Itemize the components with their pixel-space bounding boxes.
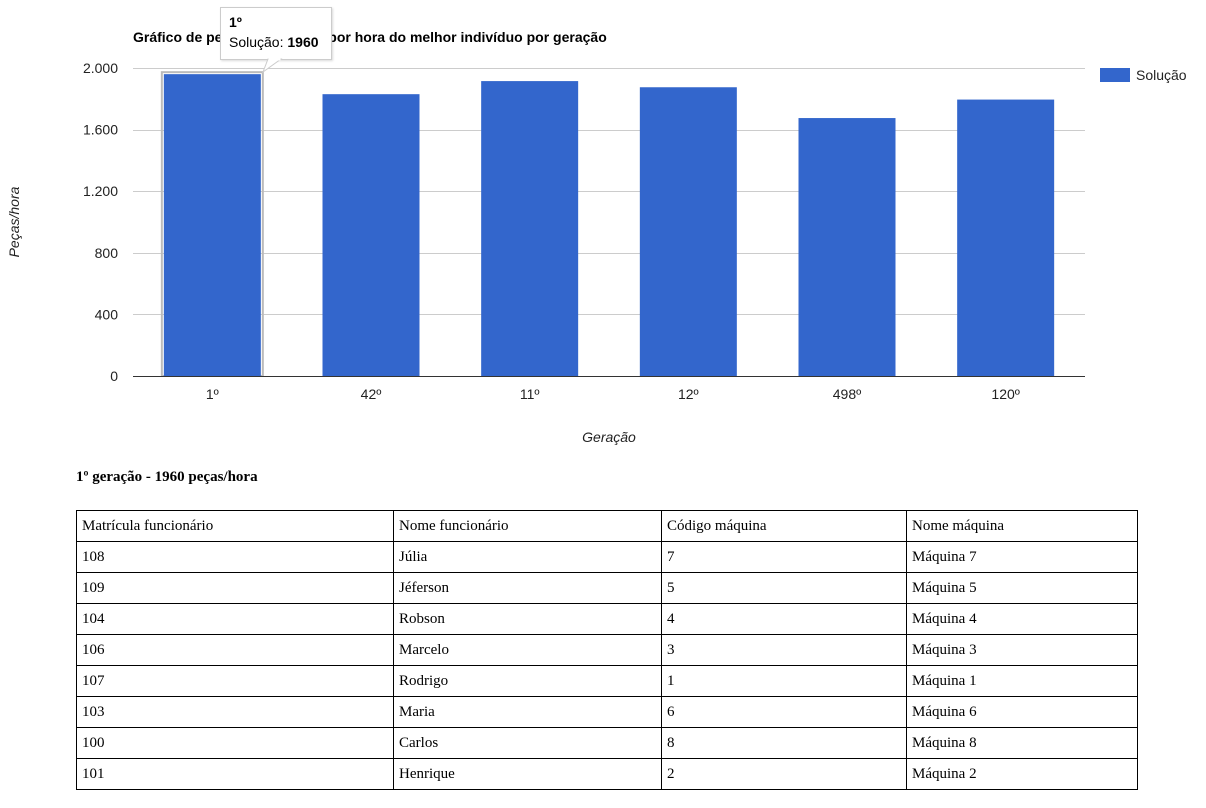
column-header-machine-name: Nome máquina bbox=[906, 510, 1138, 542]
x-tick-label: 120º bbox=[991, 386, 1019, 402]
cell-machine-name: Máquina 6 bbox=[906, 696, 1138, 728]
cell-machine-name: Máquina 7 bbox=[906, 541, 1138, 573]
x-axis-ticks: 1º 42º 11º 12º 498º 120º bbox=[206, 386, 1020, 402]
bar[interactable] bbox=[481, 81, 579, 376]
legend-label: Solução bbox=[1136, 67, 1187, 83]
x-tick-label: 1º bbox=[206, 386, 219, 402]
chart-title: Gráfico de peças produzidas por hora do … bbox=[133, 29, 607, 45]
cell-employee-name: Henrique bbox=[393, 758, 662, 790]
cell-machine-code: 2 bbox=[661, 758, 907, 790]
cell-machine-name: Máquina 1 bbox=[906, 665, 1138, 697]
bars bbox=[160, 71, 1055, 377]
chart-container: 0 400 800 1.200 1.600 2.000 1º 42º 11º 12º 498º 12… bbox=[6, 29, 1187, 445]
column-header-machine-code: Código máquina bbox=[661, 510, 907, 542]
cell-employee-id: 101 bbox=[76, 758, 394, 790]
table-row: 100 Carlos 8 Máquina 8 bbox=[76, 727, 1138, 759]
x-tick-label: 12º bbox=[678, 386, 699, 402]
cell-employee-name: Jéferson bbox=[393, 572, 662, 604]
y-tick-label: 400 bbox=[95, 306, 119, 322]
cell-machine-code: 8 bbox=[661, 727, 907, 759]
chart-tooltip: 1º Solução: 1960 bbox=[220, 7, 332, 60]
y-tick-label: 2.000 bbox=[83, 60, 118, 76]
cell-employee-name: Marcelo bbox=[393, 634, 662, 666]
table-row: 104 Robson 4 Máquina 4 bbox=[76, 603, 1138, 635]
table-row: 101 Henrique 2 Máquina 2 bbox=[76, 758, 1138, 790]
cell-machine-code: 3 bbox=[661, 634, 907, 666]
column-header-employee-name: Nome funcionário bbox=[393, 510, 662, 542]
tooltip-series-label: Solução: bbox=[229, 34, 284, 50]
y-axis-title: Peças/hora bbox=[6, 186, 22, 257]
cell-machine-code: 1 bbox=[661, 665, 907, 697]
allocation-table: Matrícula funcionário Nome funcionário C… bbox=[76, 510, 1138, 790]
bar-chart: 0 400 800 1.200 1.600 2.000 1º 42º 11º 12º 498º 12… bbox=[6, 29, 1187, 445]
bar[interactable] bbox=[163, 74, 261, 376]
cell-machine-name: Máquina 5 bbox=[906, 572, 1138, 604]
tooltip-title: 1º bbox=[229, 14, 242, 30]
bar[interactable] bbox=[639, 87, 737, 376]
x-tick-label: 498º bbox=[833, 386, 861, 402]
cell-employee-id: 107 bbox=[76, 665, 394, 697]
cell-machine-name: Máquina 3 bbox=[906, 634, 1138, 666]
cell-machine-code: 6 bbox=[661, 696, 907, 728]
cell-machine-code: 4 bbox=[661, 603, 907, 635]
cell-employee-name: Júlia bbox=[393, 541, 662, 573]
cell-employee-id: 106 bbox=[76, 634, 394, 666]
cell-employee-name: Robson bbox=[393, 603, 662, 635]
bar[interactable] bbox=[957, 99, 1055, 376]
tooltip-value: 1960 bbox=[287, 34, 319, 50]
y-tick-label: 1.600 bbox=[83, 122, 118, 138]
cell-machine-name: Máquina 2 bbox=[906, 758, 1138, 790]
x-tick-label: 11º bbox=[520, 386, 540, 402]
cell-machine-name: Máquina 4 bbox=[906, 603, 1138, 635]
cell-employee-name: Carlos bbox=[393, 727, 662, 759]
table-row: 107 Rodrigo 1 Máquina 1 bbox=[76, 665, 1138, 697]
cell-employee-id: 109 bbox=[76, 572, 394, 604]
cell-employee-id: 108 bbox=[76, 541, 394, 573]
bar[interactable] bbox=[322, 94, 420, 377]
x-axis-title: Geração bbox=[582, 429, 636, 445]
cell-employee-name: Rodrigo bbox=[393, 665, 662, 697]
y-tick-label: 1.200 bbox=[83, 183, 118, 199]
cell-employee-name: Maria bbox=[393, 696, 662, 728]
y-tick-label: 0 bbox=[110, 368, 118, 384]
y-tick-label: 800 bbox=[95, 245, 119, 261]
column-header-employee-id: Matrícula funcionário bbox=[76, 510, 394, 542]
table-header-row: Matrícula funcionário Nome funcionário C… bbox=[76, 510, 1138, 542]
table-row: 108 Júlia 7 Máquina 7 bbox=[76, 541, 1138, 573]
tooltip-line: Solução: 1960 bbox=[229, 32, 323, 52]
x-tick-label: 42º bbox=[361, 386, 382, 402]
generation-summary-heading: 1º geração - 1960 peças/hora bbox=[76, 469, 258, 485]
gridlines bbox=[133, 68, 1085, 315]
table-row: 109 Jéferson 5 Máquina 5 bbox=[76, 572, 1138, 604]
cell-machine-code: 7 bbox=[661, 541, 907, 573]
cell-employee-id: 100 bbox=[76, 727, 394, 759]
cell-employee-id: 104 bbox=[76, 603, 394, 635]
cell-machine-code: 5 bbox=[661, 572, 907, 604]
legend[interactable]: Solução bbox=[1100, 67, 1187, 83]
bar[interactable] bbox=[798, 118, 896, 377]
cell-employee-id: 103 bbox=[76, 696, 394, 728]
y-axis-ticks: 0 400 800 1.200 1.600 2.000 bbox=[83, 60, 118, 384]
table-row: 103 Maria 6 Máquina 6 bbox=[76, 696, 1138, 728]
cell-machine-name: Máquina 8 bbox=[906, 727, 1138, 759]
table-row: 106 Marcelo 3 Máquina 3 bbox=[76, 634, 1138, 666]
legend-swatch bbox=[1100, 68, 1130, 82]
